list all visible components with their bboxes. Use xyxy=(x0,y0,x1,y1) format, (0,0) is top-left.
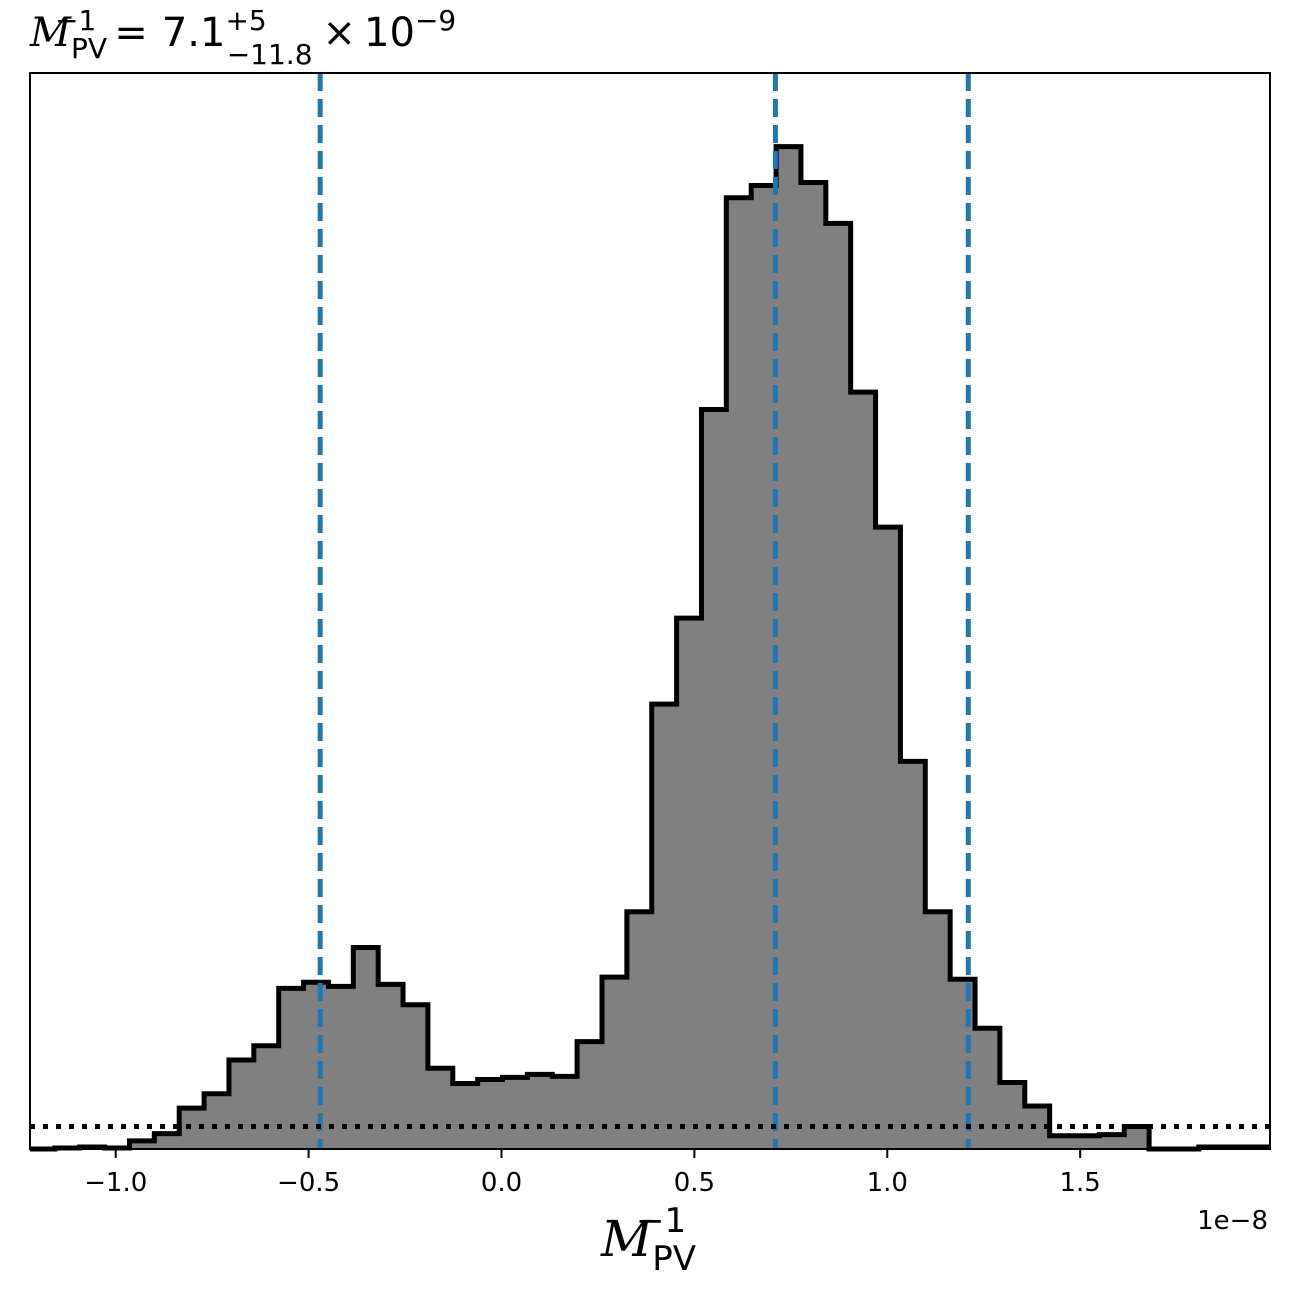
title-var-sup: −1 xyxy=(55,4,96,37)
title-lower-err: −11.8 xyxy=(227,38,313,71)
histogram-bar xyxy=(154,1133,180,1149)
x-axis-ticks: −1.0 −0.5 0.0 0.5 1.0 1.5 xyxy=(84,1149,1101,1198)
histogram-bar xyxy=(925,911,951,1149)
histogram-bar xyxy=(552,1076,578,1149)
x-tick-label: 1.5 xyxy=(1059,1168,1100,1198)
histogram-bar xyxy=(850,392,877,1149)
histogram-bar xyxy=(328,986,354,1149)
title-exponent: −9 xyxy=(415,4,456,37)
xlabel-var: M xyxy=(600,1210,654,1268)
histogram-bar xyxy=(378,984,404,1149)
axes-frame xyxy=(29,72,1271,1150)
histogram-bar xyxy=(502,1077,528,1149)
histogram-bar xyxy=(900,761,926,1149)
chart-title: MPV−1 = 7.1+5 −11.8 × 10−9 xyxy=(29,4,456,71)
histogram-bar xyxy=(999,1082,1026,1149)
x-offset-label: 1e−8 xyxy=(1197,1206,1268,1236)
histogram-bar xyxy=(577,1041,603,1149)
x-axis-label: MPV−1 xyxy=(600,1201,696,1279)
x-tick-label: −0.5 xyxy=(277,1168,340,1198)
histogram-bar xyxy=(228,1060,255,1149)
histogram-bar xyxy=(1074,1135,1100,1149)
histogram-bar xyxy=(427,1068,454,1149)
xlabel-sup: −1 xyxy=(636,1201,686,1241)
histogram-bar xyxy=(303,982,329,1149)
histogram-bar xyxy=(975,1028,1001,1149)
interval-lines xyxy=(317,73,971,1149)
x-tick-label: 1.0 xyxy=(867,1168,908,1198)
title-base: 10 xyxy=(364,10,415,56)
histogram-bar xyxy=(751,185,777,1149)
histogram-bar xyxy=(626,911,653,1149)
x-tick-label: 0.0 xyxy=(481,1168,522,1198)
histogram-bar xyxy=(676,618,702,1149)
histogram-bar xyxy=(950,979,976,1149)
xlabel-sub: PV xyxy=(652,1239,696,1279)
histogram-outline xyxy=(30,144,1270,1152)
histogram-bar xyxy=(1124,1126,1150,1149)
histogram-bar xyxy=(1049,1135,1075,1149)
histogram-bar xyxy=(353,947,379,1149)
title-times: × xyxy=(323,10,357,56)
histogram-bar xyxy=(875,527,901,1149)
histogram-bar xyxy=(1099,1134,1125,1149)
histogram-bars xyxy=(54,146,1271,1150)
histogram-bar xyxy=(800,182,827,1150)
histogram-bar xyxy=(129,1140,155,1149)
histogram-bar xyxy=(601,977,628,1149)
histogram-bar xyxy=(452,1083,479,1149)
x-tick-label: 0.5 xyxy=(674,1168,715,1198)
title-value: 7.1 xyxy=(162,10,226,56)
histogram-bar xyxy=(825,223,852,1149)
histogram-bar xyxy=(701,409,727,1149)
histogram-bar xyxy=(726,197,752,1149)
title-equals: = xyxy=(114,10,148,56)
histogram-bar xyxy=(651,704,678,1149)
histogram-bar xyxy=(253,1045,280,1149)
x-tick-label: −1.0 xyxy=(84,1168,147,1198)
histogram-bar xyxy=(204,1093,230,1149)
title-upper-err: +5 xyxy=(225,4,266,37)
title-var-sub: PV xyxy=(71,32,107,65)
histogram-bar xyxy=(278,988,305,1149)
histogram-bar xyxy=(477,1079,503,1149)
histogram-bar xyxy=(776,146,802,1149)
histogram-bar xyxy=(527,1074,553,1149)
title-var: M xyxy=(29,10,72,56)
